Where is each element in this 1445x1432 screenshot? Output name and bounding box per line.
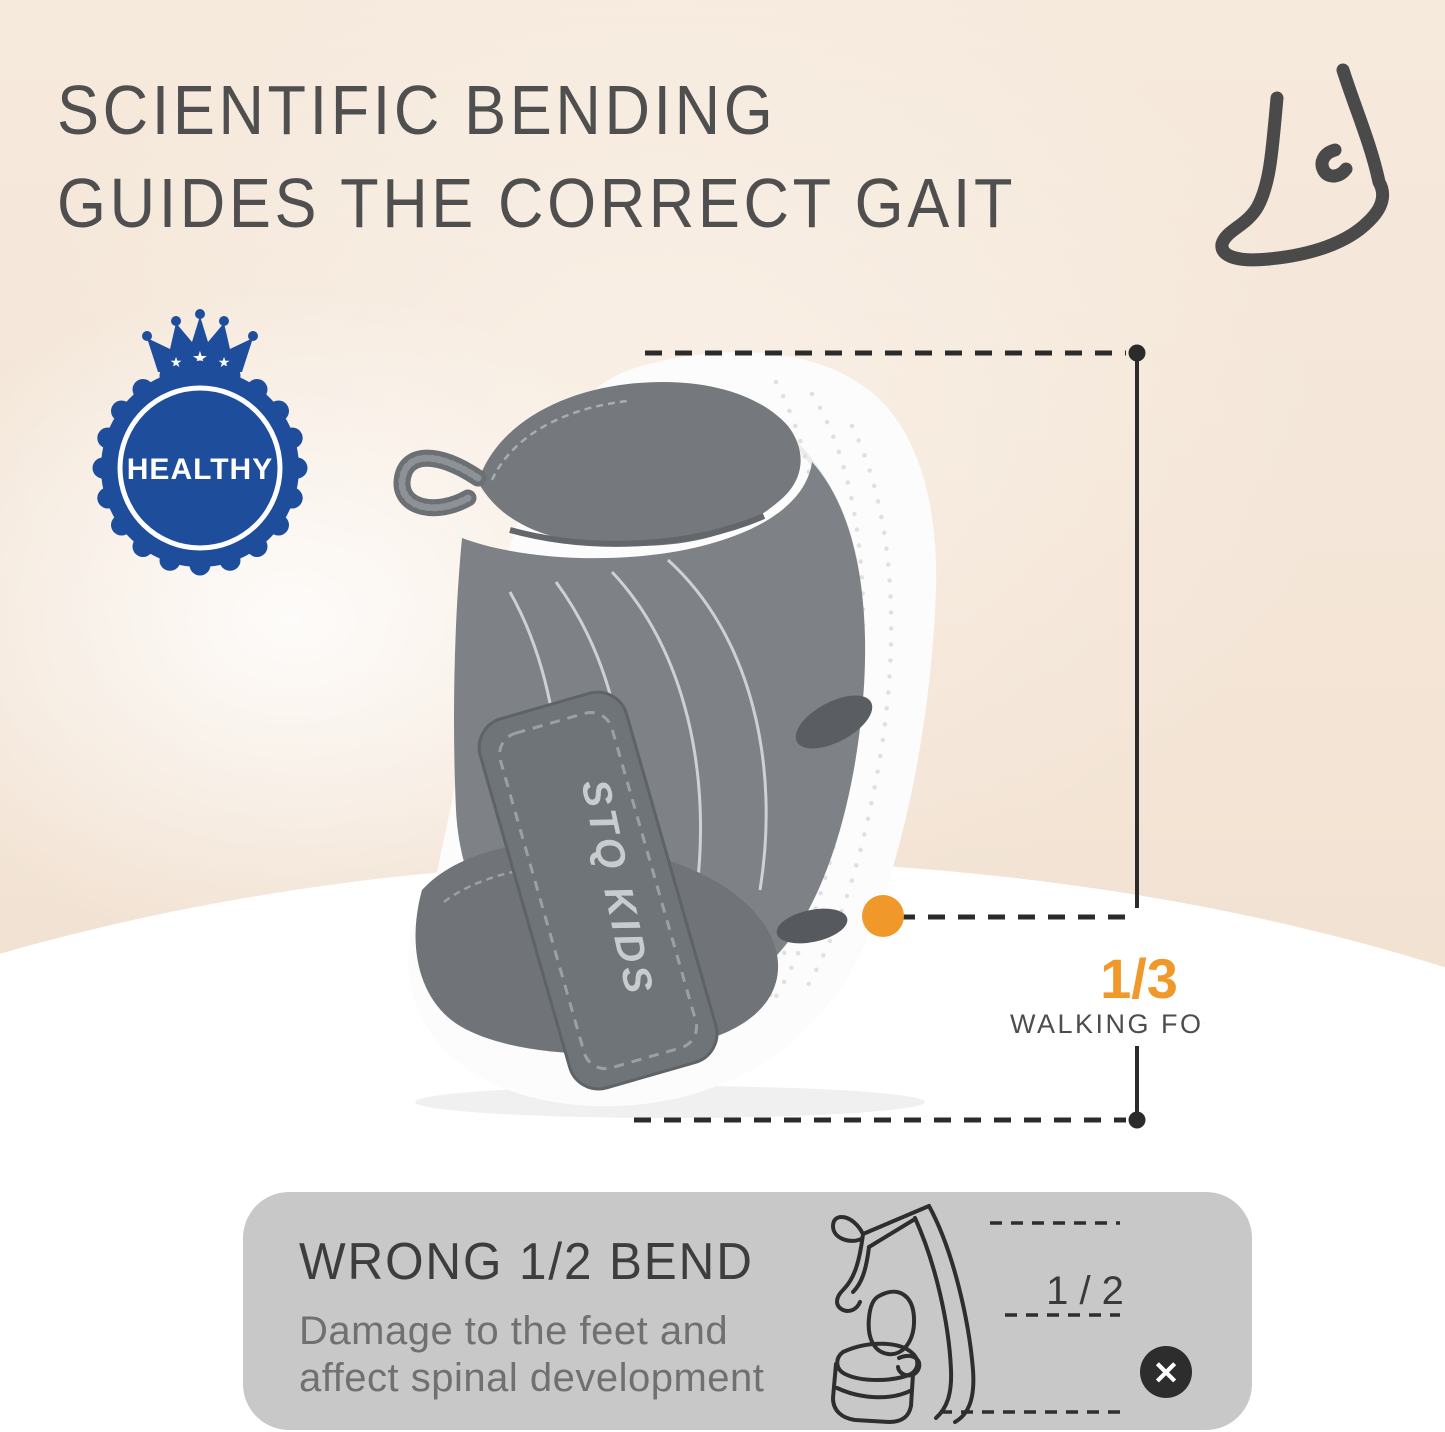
velcro-strap: STQ KIDS <box>477 690 719 1091</box>
wrong-shoe-outline <box>831 1204 976 1424</box>
page-title-line2: GUIDES THE CORRECT GAIT <box>57 164 1017 242</box>
badge-inner-ring <box>117 385 283 551</box>
crown-icon <box>142 309 258 372</box>
collar-stitching <box>490 399 629 481</box>
mesh-accent <box>776 908 848 944</box>
badge-label: HEALTHY <box>127 453 273 486</box>
flex-point-orange-dot <box>862 895 904 937</box>
mesh-accent <box>795 695 873 749</box>
shoe-heel-collar <box>478 381 801 546</box>
wrong-bend-line2: affect spinal development <box>299 1356 765 1400</box>
measurement-overlay: 1/3 WALKING FOCUS <box>634 344 1205 1129</box>
half-fraction-label: 1 / 2 <box>1046 1269 1124 1313</box>
wrong-bend-diagram: 1 / 2 ✕ <box>831 1204 1192 1424</box>
foot-outline-icon <box>1215 63 1390 267</box>
wrong-bend-line1: Damage to the feet and <box>299 1309 729 1353</box>
badge-circle <box>101 369 299 567</box>
foot-ankle-curve <box>1315 143 1353 183</box>
walking-focus-label: WALKING FOCUS <box>1010 1009 1205 1039</box>
shoe-opening-crease <box>509 513 766 547</box>
healthy-badge: ★ ★ ★ HEALTHY <box>92 309 308 576</box>
page-title: SCIENTIFIC BENDING GUIDES THE CORRECT GA… <box>57 64 1016 250</box>
wrong-bend-description: Damage to the feet and affect spinal dev… <box>299 1308 764 1402</box>
foot-outline-path <box>1215 63 1390 267</box>
wrong-bend-heading: WRONG 1/2 BEND <box>299 1233 754 1291</box>
measure-dot-top <box>1128 344 1146 362</box>
measurement-lines <box>634 350 1139 1123</box>
bent-shoe-photo: STQ KIDS <box>393 352 937 1118</box>
wrong-bend-dashed-lines <box>940 1221 1120 1414</box>
heel-loop-webbing <box>398 454 482 512</box>
wrong-bend-panel: WRONG 1/2 BEND Damage to the feet and af… <box>243 1192 1252 1430</box>
measure-dot-bottom <box>1128 1111 1146 1129</box>
cross-badge <box>1140 1346 1192 1398</box>
strap-stitching <box>498 711 699 1071</box>
page-title-line1: SCIENTIFIC BENDING <box>57 71 777 149</box>
cross-icon: ✕ <box>1153 1355 1180 1391</box>
fraction-label: 1/3 <box>1100 947 1178 1010</box>
